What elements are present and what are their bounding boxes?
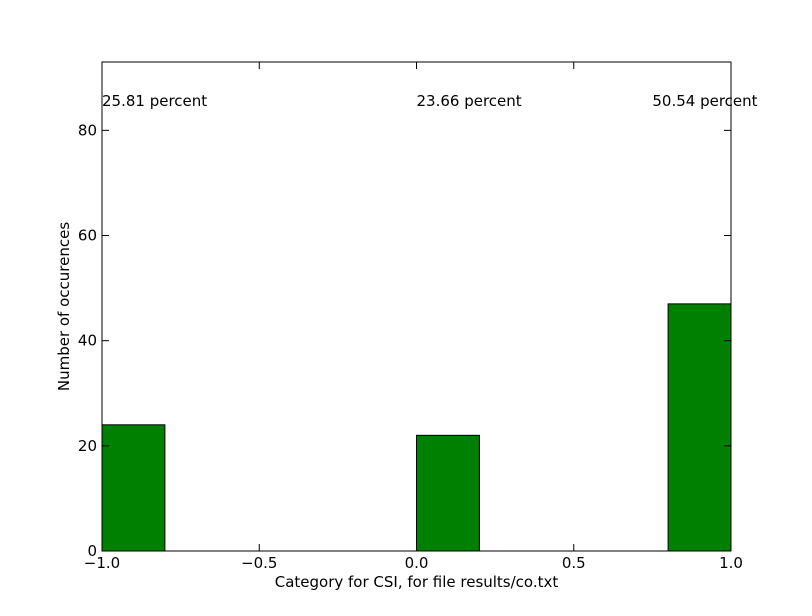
y-tick-label-3: 60 — [78, 227, 97, 245]
percent-annotation-2: 50.54 percent — [652, 92, 757, 110]
percent-annotation-1: 23.66 percent — [417, 92, 522, 110]
x-tick-label-0: −1.0 — [84, 554, 120, 572]
ticks-layer: −1.0 −0.5 0.0 0.5 1.0 0 20 40 60 80 — [78, 62, 743, 572]
x-tick-label-4: 1.0 — [719, 554, 743, 572]
x-tick-label-1: −0.5 — [241, 554, 277, 572]
annotations-layer: 25.81 percent 23.66 percent 50.54 percent — [102, 92, 758, 110]
x-tick-label-2: 0.0 — [405, 554, 429, 572]
bar-1 — [416, 434, 480, 552]
bar-0 — [101, 424, 166, 552]
y-axis-label: Number of occurences — [55, 222, 73, 391]
y-tick-label-1: 20 — [78, 437, 97, 455]
x-tick-label-3: 0.5 — [562, 554, 586, 572]
percent-annotation-0: 25.81 percent — [102, 92, 207, 110]
y-tick-label-2: 40 — [78, 332, 97, 350]
y-tick-label-4: 80 — [78, 121, 97, 139]
x-axis-label: Category for CSI, for file results/co.tx… — [275, 573, 559, 591]
y-tick-label-0: 0 — [87, 542, 97, 560]
bar-2 — [667, 303, 732, 552]
bars-layer — [101, 303, 732, 552]
